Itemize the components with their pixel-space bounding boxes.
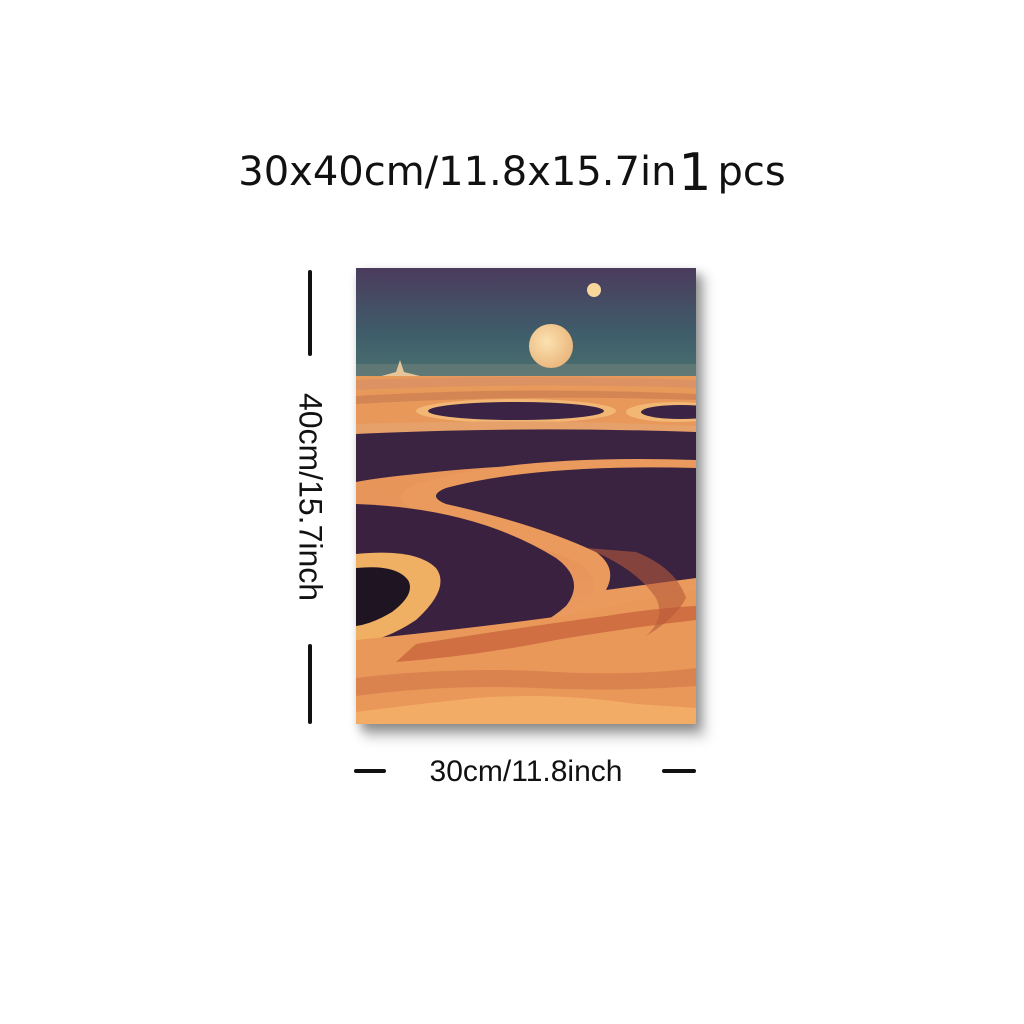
height-dimension-bar-top (308, 270, 312, 356)
height-dimension: 40cm/15.7inch (290, 270, 330, 725)
product-size-title: 30x40cm/11.8x15.7in 1 pcs (0, 136, 1024, 202)
height-dimension-bar-bottom (308, 644, 312, 724)
width-dimension-bar-right (662, 769, 696, 773)
poster-artwork (356, 268, 696, 724)
height-label: 40cm/15.7inch (292, 392, 329, 602)
width-label: 30cm/11.8inch (429, 755, 623, 788)
quantity-number: 1 (678, 143, 712, 203)
quantity-unit: pcs (717, 149, 786, 195)
width-dimension-bar-left (354, 769, 386, 773)
desert-landscape-illustration (356, 268, 696, 724)
size-text: 30x40cm/11.8x15.7in (238, 149, 677, 195)
width-dimension: 30cm/11.8inch (354, 752, 698, 792)
